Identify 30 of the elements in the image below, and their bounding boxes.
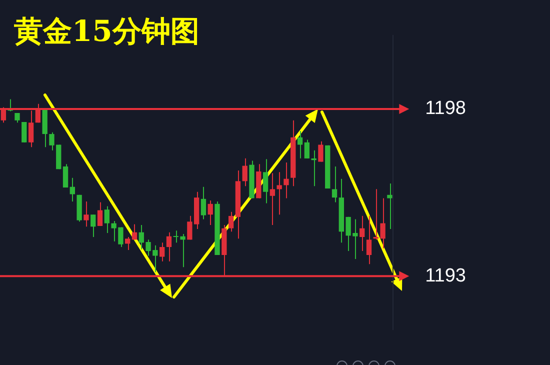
candlestick bbox=[387, 183, 392, 230]
candlestick bbox=[270, 172, 276, 226]
candlestick bbox=[132, 224, 138, 240]
y-tick-label: 1193 bbox=[425, 265, 466, 286]
candlestick bbox=[304, 139, 310, 159]
candlestick bbox=[262, 158, 268, 204]
candlestick bbox=[200, 186, 206, 220]
candlestick bbox=[276, 172, 282, 216]
candlestick bbox=[22, 121, 27, 143]
candlestick bbox=[360, 215, 365, 252]
candlestick bbox=[84, 201, 89, 228]
y-tick-label: 1198 bbox=[425, 98, 466, 120]
candlestick bbox=[166, 232, 172, 262]
candlestick bbox=[97, 202, 103, 226]
candlestick bbox=[311, 150, 316, 187]
candlestick bbox=[104, 206, 110, 234]
candlestick bbox=[228, 211, 234, 232]
candlestick bbox=[160, 242, 165, 262]
candlestick bbox=[332, 166, 338, 203]
chart-title: 黄金15分钟图 bbox=[14, 13, 200, 50]
candlestick bbox=[90, 214, 96, 238]
candlestick bbox=[242, 158, 248, 187]
candlestick bbox=[366, 215, 372, 265]
candlestick bbox=[208, 200, 213, 226]
candlestick bbox=[125, 236, 130, 251]
candlestick bbox=[70, 177, 76, 202]
candlestick bbox=[297, 130, 303, 159]
candlestick bbox=[318, 140, 324, 162]
candlestick bbox=[62, 164, 68, 188]
candlestick bbox=[284, 162, 289, 199]
